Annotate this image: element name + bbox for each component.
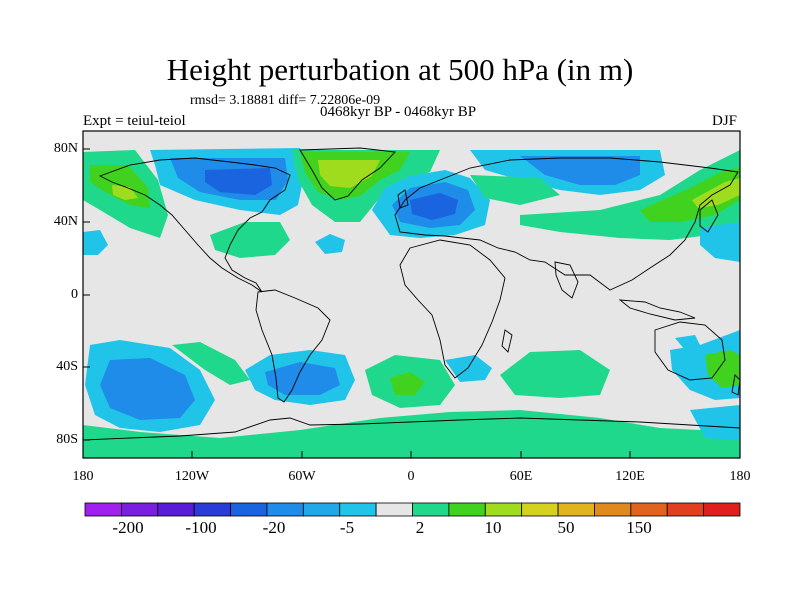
coastline-australia (654, 321, 726, 381)
map-tick-marks (83, 148, 631, 458)
lat-label-80n: 80N (53, 141, 78, 156)
coastline-africa (399, 239, 506, 379)
anomaly-negative-siberia-mid (520, 156, 640, 185)
anomaly-fields-north (83, 148, 740, 262)
period-label: 0468kyr BP - 0468kyr BP (320, 104, 477, 120)
plot-title: Height perturbation at 500 hPa (in m) (166, 52, 634, 87)
anomaly-negative-south-america-mid (265, 362, 340, 395)
coastlines (82, 147, 741, 441)
lat-label-40n: 40N (53, 214, 78, 229)
anomaly-positive-west-atlantic (210, 222, 290, 258)
colorbar-swatch (666, 502, 705, 517)
colorbar-swatch (193, 502, 231, 517)
colorbar-swatch (266, 502, 304, 517)
coastline-uk (397, 189, 409, 209)
colorbar-label: 10 (484, 518, 502, 537)
colorbar-swatch (703, 502, 741, 517)
colorbar-label: -200 (112, 518, 144, 537)
colorbar-label: -100 (185, 518, 217, 537)
lon-label-60w: 60W (288, 469, 316, 484)
anomaly-positive-south-indian (500, 350, 610, 398)
coastline-japan (699, 199, 719, 233)
colorbar-swatch (448, 502, 486, 517)
lon-label-180w: 180 (72, 469, 94, 484)
lon-label-180e: 180 (729, 469, 751, 484)
anomaly-negative-south-africa (445, 355, 492, 382)
coastline-north-america (98, 157, 291, 293)
stats-text: rmsd= 3.18881 diff= 7.22806e-09 (190, 93, 381, 108)
lon-label-60e: 60E (509, 469, 533, 484)
colorbar-swatch (557, 502, 595, 517)
colorbar-swatch (484, 502, 523, 517)
anomaly-negative-canada-core (205, 168, 272, 195)
lon-label-0: 0 (407, 469, 415, 484)
anomaly-positive-south-pacific-band (172, 342, 250, 385)
colorbar-swatch (521, 502, 559, 517)
colorbar-swatch (84, 502, 122, 517)
colorbar-swatch (412, 502, 450, 517)
anomaly-negative-indian-tropical (675, 335, 700, 350)
anomaly-negative-south-pacific-mid (100, 358, 195, 420)
anomaly-fields-south (83, 330, 740, 458)
colorbar-label: -20 (262, 518, 286, 537)
colorbar-swatch (157, 502, 195, 517)
colorbar-swatch (630, 502, 668, 517)
colorbar-label: 150 (626, 518, 652, 537)
lon-label-120w: 120W (174, 469, 210, 484)
colorbar (84, 502, 741, 517)
lat-label-80s: 80S (56, 432, 78, 447)
coastline-india (554, 261, 579, 299)
anomaly-positive-southern-ocean (83, 410, 740, 458)
colorbar-swatch (302, 502, 341, 517)
colorbar-swatch (120, 502, 159, 517)
colorbar-swatch (339, 502, 377, 517)
season-label: DJF (712, 113, 738, 129)
anomaly-negative-central-pacific-west (83, 230, 108, 255)
anomaly-positive-north-pacific-peak (112, 185, 138, 200)
lat-label-40s: 40S (56, 359, 78, 374)
coastline-antarctica (82, 417, 741, 441)
lon-label-120e: 120E (615, 469, 645, 484)
coastline-madagascar (501, 329, 513, 353)
colorbar-label: 2 (415, 518, 425, 537)
colorbar-label: 50 (557, 518, 575, 537)
coastline-new-zealand (731, 374, 741, 396)
colorbar-swatch (230, 502, 268, 517)
colorbar-label: -5 (339, 518, 355, 537)
anomaly-negative-subtropical-pacific (700, 222, 740, 262)
anomaly-negative-mid-atlantic (315, 234, 345, 254)
coastline-greenland (299, 147, 396, 201)
anomaly-positive-tasman (705, 350, 740, 388)
anomaly-positive-central-asia (470, 175, 560, 205)
anomaly-negative-europe-core (410, 193, 458, 220)
lat-label-0: 0 (71, 287, 78, 302)
coastline-indonesia (618, 299, 696, 321)
experiment-label: Expt = teiul-teiol (83, 113, 186, 129)
anomaly-positive-greenland-core (318, 160, 380, 188)
coastline-eurasia (394, 157, 739, 291)
colorbar-swatch (375, 502, 413, 517)
anomaly-positive-south-atlantic-core (390, 372, 425, 395)
map-plot-area (82, 130, 741, 459)
coastline-south-america (255, 289, 331, 403)
anomaly-negative-antarctic-east (690, 405, 740, 440)
colorbar-swatch (594, 502, 632, 517)
